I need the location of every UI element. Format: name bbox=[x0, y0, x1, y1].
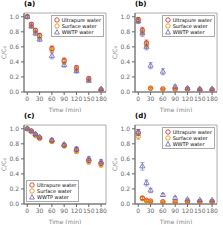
svg-text:0.0: 0.0 bbox=[9, 88, 19, 95]
html-text:WWTP water: WWTP water bbox=[61, 29, 94, 35]
svg-text:90: 90 bbox=[60, 207, 68, 214]
svg-text:150: 150 bbox=[83, 95, 95, 102]
svg-text:0: 0 bbox=[136, 207, 140, 214]
svg-text:180: 180 bbox=[206, 207, 215, 214]
html-text:Ultrapure water: Ultrapure water bbox=[37, 182, 77, 188]
svg-text:Time (min): Time (min) bbox=[159, 106, 193, 112]
html-text:WWTP water: WWTP water bbox=[37, 194, 69, 200]
svg-text:C/C₀: C/C₀ bbox=[111, 158, 118, 171]
svg-text:90: 90 bbox=[171, 95, 179, 102]
svg-text:0.8: 0.8 bbox=[9, 140, 19, 147]
html-text:Surface water: Surface water bbox=[172, 23, 208, 29]
svg-text:Time (min): Time (min) bbox=[48, 218, 82, 224]
html-text:WWTP water: WWTP water bbox=[172, 141, 205, 147]
svg-text:120: 120 bbox=[182, 207, 194, 214]
svg-text:1.0: 1.0 bbox=[9, 125, 19, 132]
svg-text:120: 120 bbox=[71, 95, 83, 102]
svg-text:120: 120 bbox=[71, 207, 83, 214]
svg-text:Time (min): Time (min) bbox=[159, 218, 193, 224]
svg-text:60: 60 bbox=[159, 207, 167, 214]
svg-text:0: 0 bbox=[136, 95, 140, 102]
svg-text:180: 180 bbox=[206, 95, 215, 102]
svg-text:1.0: 1.0 bbox=[120, 125, 130, 132]
html-text:WWTP water: WWTP water bbox=[172, 29, 205, 35]
svg-text:150: 150 bbox=[83, 207, 95, 214]
svg-text:0.4: 0.4 bbox=[120, 58, 130, 65]
svg-text:150: 150 bbox=[194, 95, 206, 102]
svg-text:90: 90 bbox=[60, 95, 68, 102]
svg-text:60: 60 bbox=[48, 207, 56, 214]
svg-text:60: 60 bbox=[159, 95, 167, 102]
html-text:(a): (a) bbox=[24, 0, 36, 8]
svg-text:0.6: 0.6 bbox=[9, 43, 19, 50]
svg-text:30: 30 bbox=[36, 95, 44, 102]
html-text:Ultrapure water: Ultrapure water bbox=[172, 17, 212, 23]
svg-text:150: 150 bbox=[194, 207, 206, 214]
svg-text:180: 180 bbox=[95, 207, 107, 214]
svg-text:0.0: 0.0 bbox=[9, 200, 19, 207]
svg-text:0.6: 0.6 bbox=[120, 155, 130, 162]
svg-text:0.6: 0.6 bbox=[9, 155, 19, 162]
svg-text:0.8: 0.8 bbox=[120, 28, 130, 35]
svg-text:Time (min): Time (min) bbox=[48, 106, 82, 112]
svg-text:90: 90 bbox=[171, 207, 179, 214]
html-text:(b): (b) bbox=[135, 0, 147, 8]
svg-text:1.0: 1.0 bbox=[120, 13, 130, 20]
svg-text:60: 60 bbox=[48, 95, 56, 102]
svg-text:0.2: 0.2 bbox=[120, 185, 130, 192]
svg-text:180: 180 bbox=[95, 95, 107, 102]
svg-text:0.4: 0.4 bbox=[9, 58, 19, 65]
svg-text:0.2: 0.2 bbox=[9, 185, 19, 192]
svg-text:0: 0 bbox=[25, 95, 29, 102]
svg-text:120: 120 bbox=[182, 95, 194, 102]
svg-text:C/C₀: C/C₀ bbox=[111, 46, 118, 59]
svg-text:30: 30 bbox=[36, 207, 44, 214]
svg-text:0.6: 0.6 bbox=[120, 43, 130, 50]
svg-text:1.0: 1.0 bbox=[9, 13, 19, 20]
svg-text:0: 0 bbox=[25, 207, 29, 214]
html-text:(c): (c) bbox=[24, 112, 35, 120]
svg-text:30: 30 bbox=[147, 207, 155, 214]
html-text:Surface water: Surface water bbox=[37, 188, 72, 194]
svg-text:0.4: 0.4 bbox=[120, 170, 130, 177]
svg-text:0.0: 0.0 bbox=[120, 200, 130, 207]
svg-text:0.2: 0.2 bbox=[120, 73, 130, 80]
html-text:Ultrapure water: Ultrapure water bbox=[61, 17, 101, 23]
svg-text:0.4: 0.4 bbox=[9, 170, 19, 177]
html-text:Surface water: Surface water bbox=[61, 23, 97, 29]
svg-text:0.8: 0.8 bbox=[120, 140, 130, 147]
svg-text:30: 30 bbox=[147, 95, 155, 102]
html-text:Ultrapure water: Ultrapure water bbox=[172, 129, 212, 135]
svg-text:0.2: 0.2 bbox=[9, 73, 19, 80]
html-text:(d): (d) bbox=[135, 112, 147, 120]
html-text:Surface water: Surface water bbox=[172, 135, 208, 141]
svg-text:0.0: 0.0 bbox=[120, 88, 130, 95]
svg-text:0.8: 0.8 bbox=[9, 28, 19, 35]
